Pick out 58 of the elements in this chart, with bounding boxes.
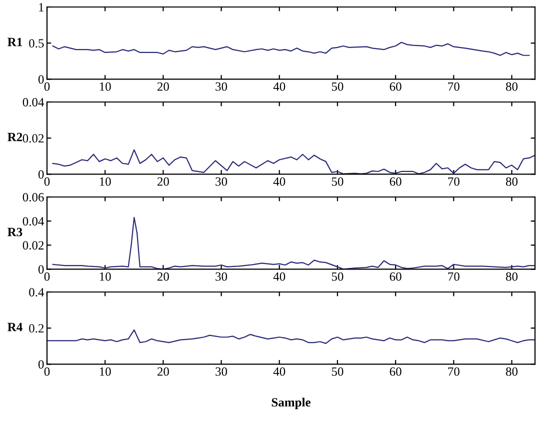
line-series: [52, 42, 530, 56]
x-tick-label: 10: [100, 82, 111, 91]
y-axis-title: R1: [8, 38, 22, 46]
y-axis-title: R4: [8, 322, 22, 332]
x-tick-label: 30: [216, 177, 228, 186]
x-tick-label: 50: [332, 82, 344, 91]
x-tick-label: 70: [448, 82, 460, 91]
x-tick-label: 60: [390, 177, 402, 186]
x-tick-label: 60: [390, 82, 402, 91]
x-tick-label: 0: [44, 82, 50, 91]
x-tick-label: 50: [332, 367, 344, 376]
x-tick-label: 10: [100, 367, 111, 376]
x-tick-label: 40: [273, 367, 286, 376]
x-tick-label: 0: [44, 367, 50, 376]
y-tick-label: 0: [38, 360, 44, 369]
line-series: [52, 216, 535, 270]
x-tick-label: 80: [506, 177, 518, 186]
x-tick-label: 50: [332, 177, 344, 186]
x-tick-label: 20: [157, 82, 169, 91]
x-tick-label: 80: [506, 272, 518, 281]
x-tick-label: 0: [44, 177, 50, 186]
x-tick-label: 80: [506, 82, 518, 91]
x-tick-label: 10: [100, 272, 111, 281]
x-tick-label: 70: [448, 272, 460, 281]
y-tick-label: 0.04: [22, 98, 44, 107]
x-tick-label: 40: [273, 177, 286, 186]
y-tick-label: 0: [38, 170, 44, 179]
x-tick-label: 40: [273, 82, 286, 91]
x-tick-label: 20: [157, 177, 169, 186]
x-tick-label: 40: [273, 272, 286, 281]
y-tick-label: 0.02: [22, 134, 44, 143]
y-tick-label: 0.4: [29, 288, 44, 297]
y-tick-label: 0.5: [29, 39, 44, 48]
line-series: [47, 329, 535, 344]
x-tick-label: 70: [448, 367, 460, 376]
line-series: [52, 149, 535, 174]
x-tick-label: 20: [157, 367, 169, 376]
y-tick-label: 0.02: [22, 241, 44, 250]
x-tick-label: 70: [448, 177, 460, 186]
x-tick-label: 0: [44, 272, 50, 281]
x-axis-title: Sample: [272, 398, 310, 410]
y-axis-title: R2: [8, 132, 22, 142]
x-tick-label: 50: [332, 272, 344, 281]
x-tick-label: 30: [216, 367, 228, 376]
y-tick-label: 1: [39, 3, 44, 12]
x-tick-label: 80: [506, 367, 518, 376]
y-axis-title: R3: [8, 228, 22, 236]
y-tick-label: 0.04: [22, 217, 44, 226]
x-tick-label: 10: [100, 177, 111, 186]
x-tick-label: 60: [390, 367, 402, 376]
x-tick-label: 30: [216, 82, 228, 91]
y-tick-label: 0.06: [22, 193, 44, 202]
x-tick-label: 30: [216, 272, 228, 281]
y-tick-label: 0: [38, 265, 44, 274]
y-tick-label: 0.2: [29, 324, 44, 333]
x-tick-label: 20: [157, 272, 169, 281]
y-tick-label: 0: [38, 75, 44, 84]
x-tick-label: 60: [390, 272, 402, 281]
